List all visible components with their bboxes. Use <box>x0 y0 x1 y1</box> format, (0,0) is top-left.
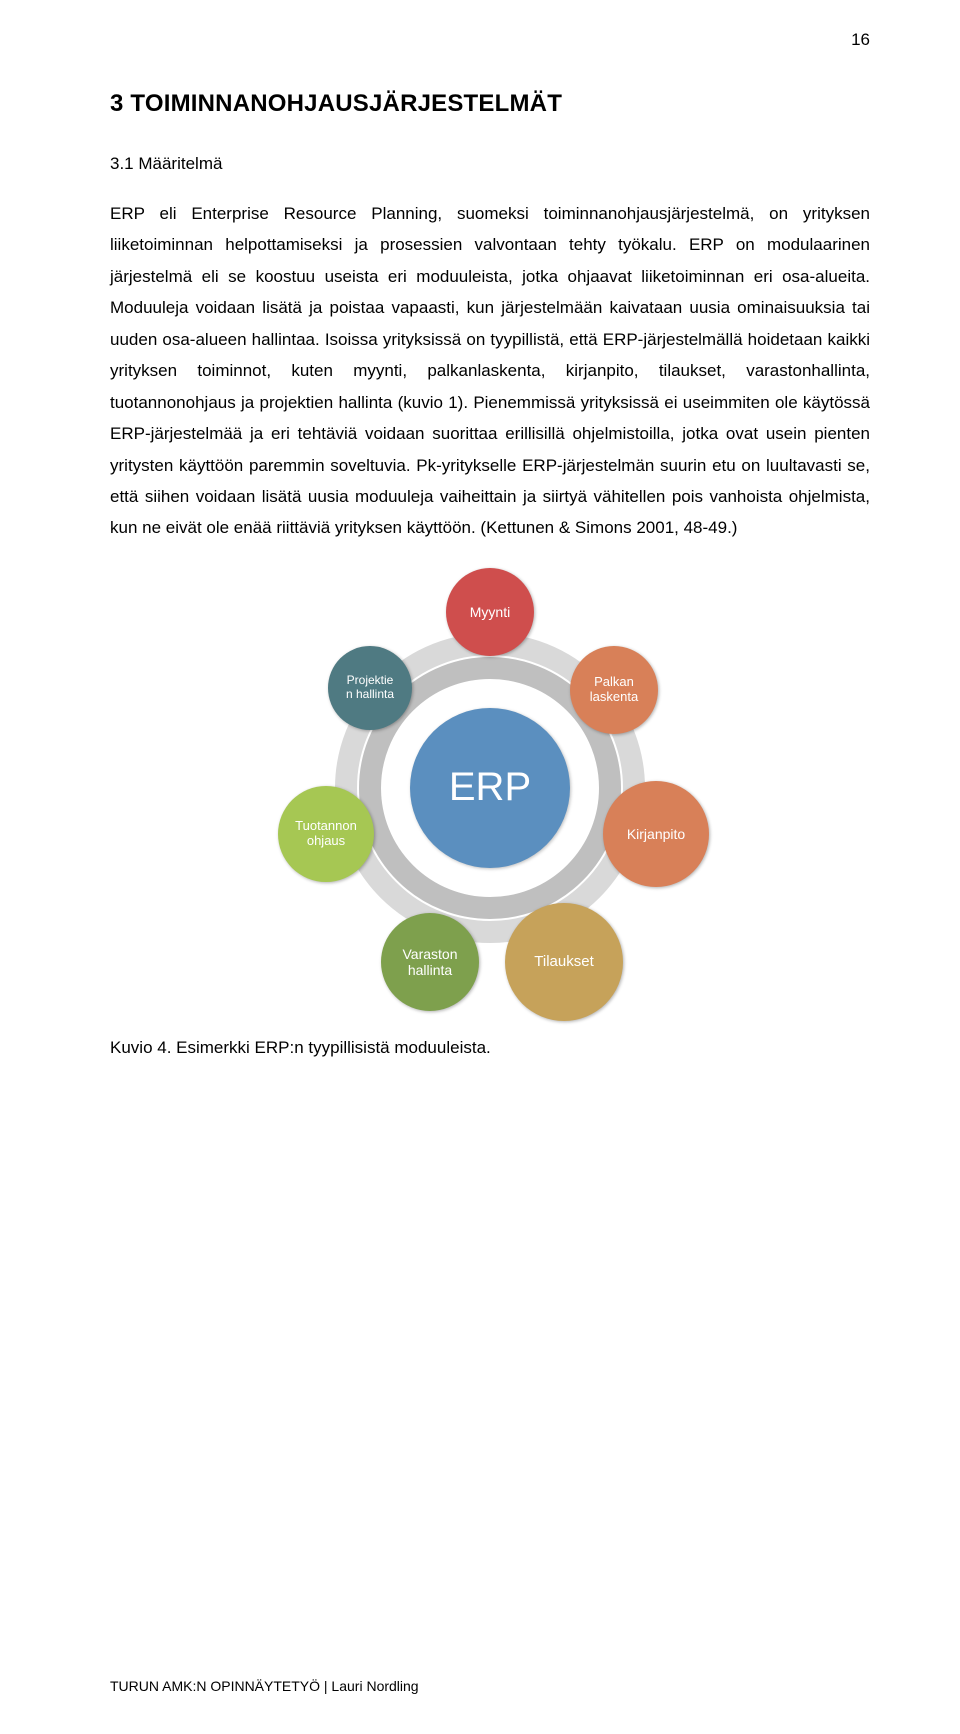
diagram-node-myynti: Myynti <box>446 568 534 656</box>
diagram-node-label: Palkan laskenta <box>590 675 638 705</box>
body-paragraph: ERP eli Enterprise Resource Planning, su… <box>110 198 870 544</box>
diagram-node-varaston: Varaston hallinta <box>381 913 479 1011</box>
diagram-node-projektien: Projektie n hallinta <box>328 646 412 730</box>
section-heading: 3.1 Määritelmä <box>110 154 870 174</box>
page-title: 3 TOIMINNANOHJAUSJÄRJESTELMÄT <box>110 90 870 118</box>
diagram-node-kirjanpito: Kirjanpito <box>603 781 709 887</box>
diagram-node-label: Tilaukset <box>534 953 593 970</box>
erp-diagram: ERP Myynti Palkan laskenta Kirjanpito Tilau… <box>270 568 710 1008</box>
page-number: 16 <box>851 30 870 50</box>
diagram-center-label: ERP <box>449 765 531 810</box>
diagram-container: ERP Myynti Palkan laskenta Kirjanpito Tilau… <box>110 568 870 1008</box>
diagram-node-label: Kirjanpito <box>627 826 685 842</box>
page: 16 3 TOIMINNANOHJAUSJÄRJESTELMÄT 3.1 Mää… <box>0 0 960 1734</box>
diagram-node-palkan: Palkan laskenta <box>570 646 658 734</box>
diagram-node-tuotannon: Tuotannon ohjaus <box>278 786 374 882</box>
figure-caption: Kuvio 4. Esimerkki ERP:n tyypillisistä m… <box>110 1038 870 1058</box>
diagram-center: ERP <box>410 708 570 868</box>
diagram-node-label: Tuotannon ohjaus <box>295 819 357 849</box>
diagram-node-label: Varaston hallinta <box>403 946 458 978</box>
diagram-node-tilaukset: Tilaukset <box>505 903 623 1021</box>
page-footer: TURUN AMK:N OPINNÄYTETYÖ | Lauri Nordlin… <box>110 1678 419 1694</box>
diagram-node-label: Myynti <box>470 604 510 620</box>
diagram-node-label: Projektie n hallinta <box>346 674 394 702</box>
